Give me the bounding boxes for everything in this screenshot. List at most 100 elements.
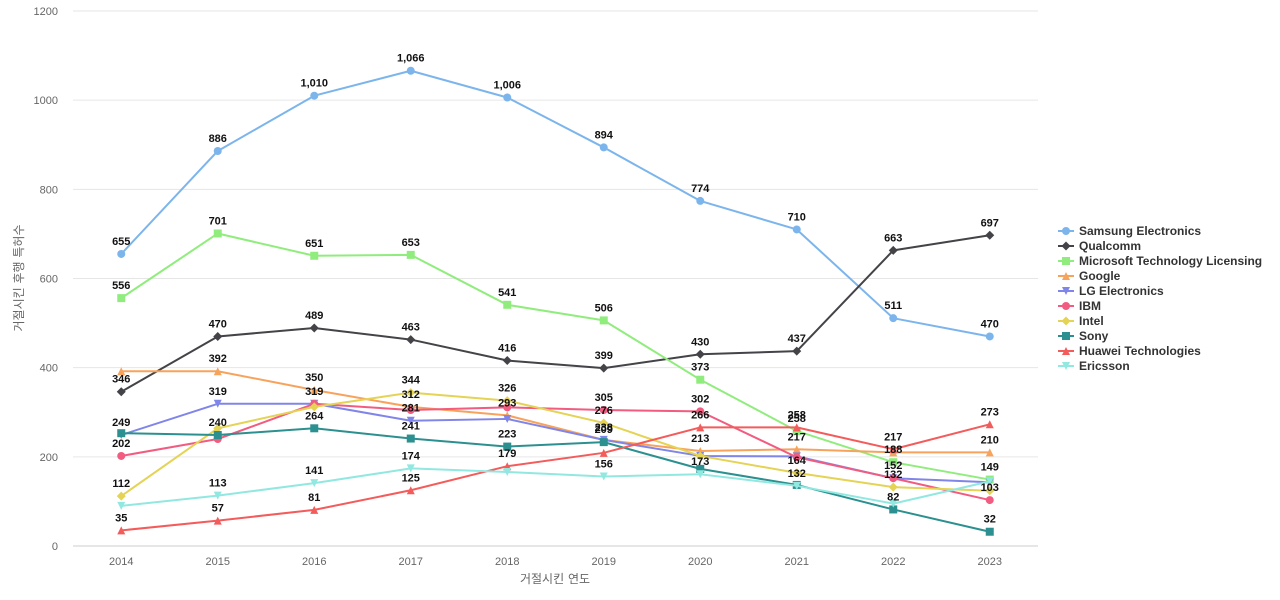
data-point[interactable] [503,403,512,412]
data-point[interactable] [985,332,994,341]
data-point[interactable] [309,402,319,412]
data-point[interactable] [406,486,415,495]
data-point[interactable] [406,464,415,473]
data-point[interactable] [888,482,898,492]
data-point[interactable] [117,451,126,460]
data-point[interactable] [406,406,415,415]
data-point[interactable] [695,451,705,461]
data-point[interactable] [696,407,705,416]
data-point[interactable] [889,458,898,467]
data-point[interactable] [213,516,222,525]
data-point[interactable] [117,429,126,438]
legend-item[interactable]: Huawei Technologies [1058,344,1201,358]
data-point[interactable] [310,479,319,488]
data-point[interactable] [889,314,898,323]
legend-item[interactable]: Samsung Electronics [1058,224,1201,238]
legend-item[interactable]: Sony [1058,329,1109,343]
data-point[interactable] [502,356,512,366]
series-0[interactable] [117,66,994,341]
data-point[interactable] [213,399,222,408]
data-point[interactable] [310,91,319,100]
data-point[interactable] [503,93,512,102]
data-point[interactable] [696,423,705,432]
data-point[interactable] [888,245,898,255]
data-point[interactable] [503,414,512,423]
series-5[interactable] [117,399,994,505]
data-point[interactable] [599,448,608,457]
data-point[interactable] [599,143,608,152]
data-point[interactable] [117,367,126,376]
data-point[interactable] [310,251,319,260]
series-7[interactable] [117,424,994,536]
legend-item[interactable]: LG Electronics [1058,284,1164,298]
data-point[interactable] [117,294,126,303]
data-point[interactable] [985,486,995,496]
data-point[interactable] [792,453,801,462]
data-point[interactable] [213,146,222,155]
data-point[interactable] [213,367,222,376]
data-point[interactable] [599,418,609,428]
data-point[interactable] [406,434,415,443]
data-point[interactable] [889,499,898,508]
data-point[interactable] [985,420,994,429]
data-point[interactable] [696,464,705,473]
data-point[interactable] [889,505,898,514]
legend-item[interactable]: Ericsson [1058,359,1130,373]
data-point[interactable] [599,363,609,373]
legend-item[interactable]: Google [1058,269,1121,283]
data-point[interactable] [117,249,126,258]
data-point[interactable] [503,467,512,476]
data-point[interactable] [406,335,416,345]
data-point[interactable] [985,230,995,240]
data-point[interactable] [406,66,415,75]
data-point[interactable] [792,445,801,454]
data-point[interactable] [696,196,705,205]
data-point[interactable] [985,527,994,536]
data-point[interactable] [213,331,223,341]
legend-item[interactable]: Microsoft Technology Licensing [1058,254,1262,268]
data-point[interactable] [599,406,608,415]
series-9[interactable] [117,464,994,510]
data-point[interactable] [503,442,512,451]
data-point[interactable] [599,316,608,325]
data-point[interactable] [213,491,222,500]
data-point[interactable] [985,496,994,505]
data-point[interactable] [406,388,416,398]
data-point[interactable] [310,385,319,394]
data-point[interactable] [309,323,319,333]
series-1[interactable] [116,230,995,397]
series-2[interactable] [117,229,994,484]
data-point[interactable] [599,472,608,481]
data-point[interactable] [503,300,512,309]
legend-item[interactable]: Intel [1058,314,1104,328]
data-point[interactable] [310,505,319,514]
data-point[interactable] [985,477,994,486]
data-point[interactable] [502,396,512,406]
data-point[interactable] [117,526,126,535]
data-point[interactable] [695,349,705,359]
series-6[interactable] [116,388,995,501]
series-8[interactable] [117,420,994,535]
data-point[interactable] [117,501,126,510]
data-point[interactable] [213,229,222,238]
data-point[interactable] [792,346,802,356]
data-point[interactable] [406,250,415,259]
data-point[interactable] [213,423,223,433]
data-point[interactable] [792,481,801,490]
data-point[interactable] [406,416,415,425]
data-point[interactable] [116,387,126,397]
data-point[interactable] [213,430,222,439]
data-point[interactable] [792,423,801,432]
data-point[interactable] [310,424,319,433]
data-point[interactable] [889,474,898,483]
legend-item[interactable]: IBM [1058,299,1101,313]
legend-item[interactable]: Qualcomm [1058,239,1141,253]
data-point[interactable] [792,225,801,234]
data-point[interactable] [599,438,608,447]
data-point[interactable] [696,470,705,479]
data-point[interactable] [696,375,705,384]
data-point[interactable] [792,468,802,478]
data-point[interactable] [116,491,126,501]
data-point[interactable] [889,445,898,454]
